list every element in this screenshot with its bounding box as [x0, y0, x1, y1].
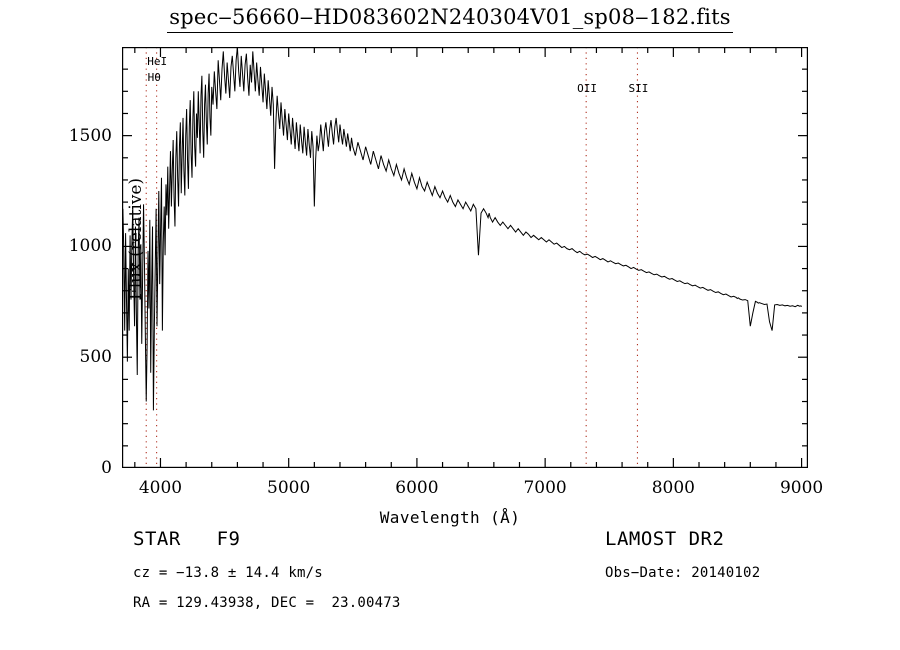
y-tick-label-0: 0: [101, 458, 112, 478]
spectral-class: F9: [216, 528, 241, 550]
marker-label-SII: SII: [628, 82, 649, 95]
x-tick-label-5000: 5000: [267, 478, 311, 498]
spectrum-trace: [122, 47, 802, 411]
marker-label-OII: OII: [577, 82, 598, 95]
coordinates: RA = 129.43938, DEC = 23.00473: [133, 595, 401, 611]
object-classification: STAR F9: [133, 530, 401, 549]
x-axis-label: Wavelength (Å): [379, 508, 521, 527]
radial-velocity: cz = −13.8 ± 14.4 km/s: [133, 565, 323, 581]
y-tick-label-1000: 1000: [68, 236, 112, 257]
metadata-footer: STAR F9 cz = −13.8 ± 14.4 km/s RA = 129.…: [0, 530, 900, 640]
object-type: STAR: [133, 528, 181, 550]
axis-ticks: [122, 47, 808, 468]
marker-label-H: Hθ: [147, 71, 161, 84]
footer-right-column: LAMOST DR2 Obs−Date: 20140102: [605, 530, 760, 596]
spectrum-chart: [122, 47, 808, 468]
x-tick-label-6000: 6000: [395, 478, 439, 498]
x-tick-label-7000: 7000: [523, 478, 567, 498]
x-tick-label-8000: 8000: [651, 478, 695, 498]
page-title: spec‒56660‒HD083602N240304V01_sp08‒182.f…: [167, 4, 733, 34]
plot-title-container: spec‒56660‒HD083602N240304V01_sp08‒182.f…: [0, 4, 900, 34]
survey-name: LAMOST DR2: [605, 528, 725, 550]
marker-label-HeI: HeI: [147, 55, 168, 68]
x-tick-label-4000: 4000: [138, 478, 183, 498]
plot-border: [122, 47, 808, 468]
observation-date: Obs−Date: 20140102: [605, 565, 761, 581]
y-axis-label: Flux (relative): [126, 177, 146, 301]
classification-spacer: [181, 528, 217, 550]
y-tick-label-1500: 1500: [68, 125, 112, 146]
line-markers: [145, 47, 639, 468]
x-tick-label-9000: 9000: [779, 478, 824, 498]
plot-frame: Flux (relative): [122, 47, 808, 468]
y-tick-label-500: 500: [79, 347, 112, 368]
footer-left-column: STAR F9 cz = −13.8 ± 14.4 km/s RA = 129.…: [133, 530, 401, 626]
